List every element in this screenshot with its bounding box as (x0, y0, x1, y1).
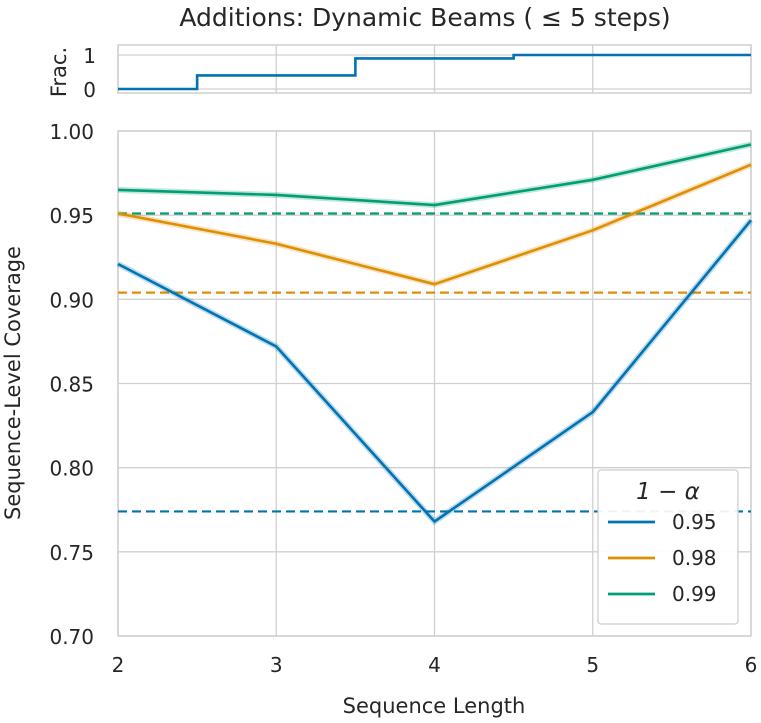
fraction-y-axis-label: Frac. (47, 47, 71, 97)
coverage-series (116, 141, 754, 526)
y-tick-label: 0.80 (49, 457, 94, 481)
coverage-panel: 0.70 0.75 0.80 0.85 0.90 0.95 1.00 2 3 4 5 6 Seque… (1, 120, 757, 718)
fraction-step-line (118, 53, 751, 91)
legend-title: 1 − α (636, 479, 700, 505)
y-axis-label: Sequence-Level Coverage (1, 246, 25, 520)
y-tick-label: 0.85 (49, 373, 94, 397)
series-line-0.95 (117, 219, 753, 523)
y-tick-label: 1.00 (49, 120, 94, 144)
series-line-0.99 (117, 143, 752, 207)
chart-title: Additions: Dynamic Beams ( ≤ 5 steps) (179, 3, 670, 32)
fraction-panel: 01 Frac. (47, 44, 752, 102)
legend: 1 − α 0.95 0.98 0.99 (597, 469, 739, 625)
y-tick-label: 0.90 (49, 288, 94, 312)
coverage-y-ticks: 0.70 0.75 0.80 0.85 0.90 0.95 1.00 (49, 120, 94, 649)
fraction-y-tick-label: 1 (83, 44, 96, 68)
coverage-baselines (118, 212, 751, 513)
fraction-y-ticks: 01 (83, 44, 96, 102)
legend-label: 0.99 (672, 582, 717, 606)
x-axis-label: Sequence Length (343, 694, 526, 718)
x-tick-label: 4 (428, 653, 441, 677)
coverage-grid (117, 130, 752, 637)
y-tick-label: 0.95 (49, 204, 94, 228)
legend-label: 0.98 (672, 546, 717, 570)
coverage-x-ticks: 2 3 4 5 6 (112, 653, 758, 677)
legend-label: 0.95 (672, 510, 717, 534)
x-tick-label: 6 (745, 653, 758, 677)
x-tick-label: 2 (112, 653, 125, 677)
y-tick-label: 0.70 (49, 625, 94, 649)
fraction-series (118, 53, 751, 91)
legend-box (597, 469, 739, 625)
y-tick-label: 0.75 (49, 541, 94, 565)
legend-entries: 0.95 0.98 0.99 (608, 510, 717, 606)
x-tick-label: 3 (270, 653, 283, 677)
x-tick-label: 5 (586, 653, 599, 677)
fraction-y-tick-label: 0 (83, 78, 96, 102)
series-line-0.98 (117, 163, 752, 286)
